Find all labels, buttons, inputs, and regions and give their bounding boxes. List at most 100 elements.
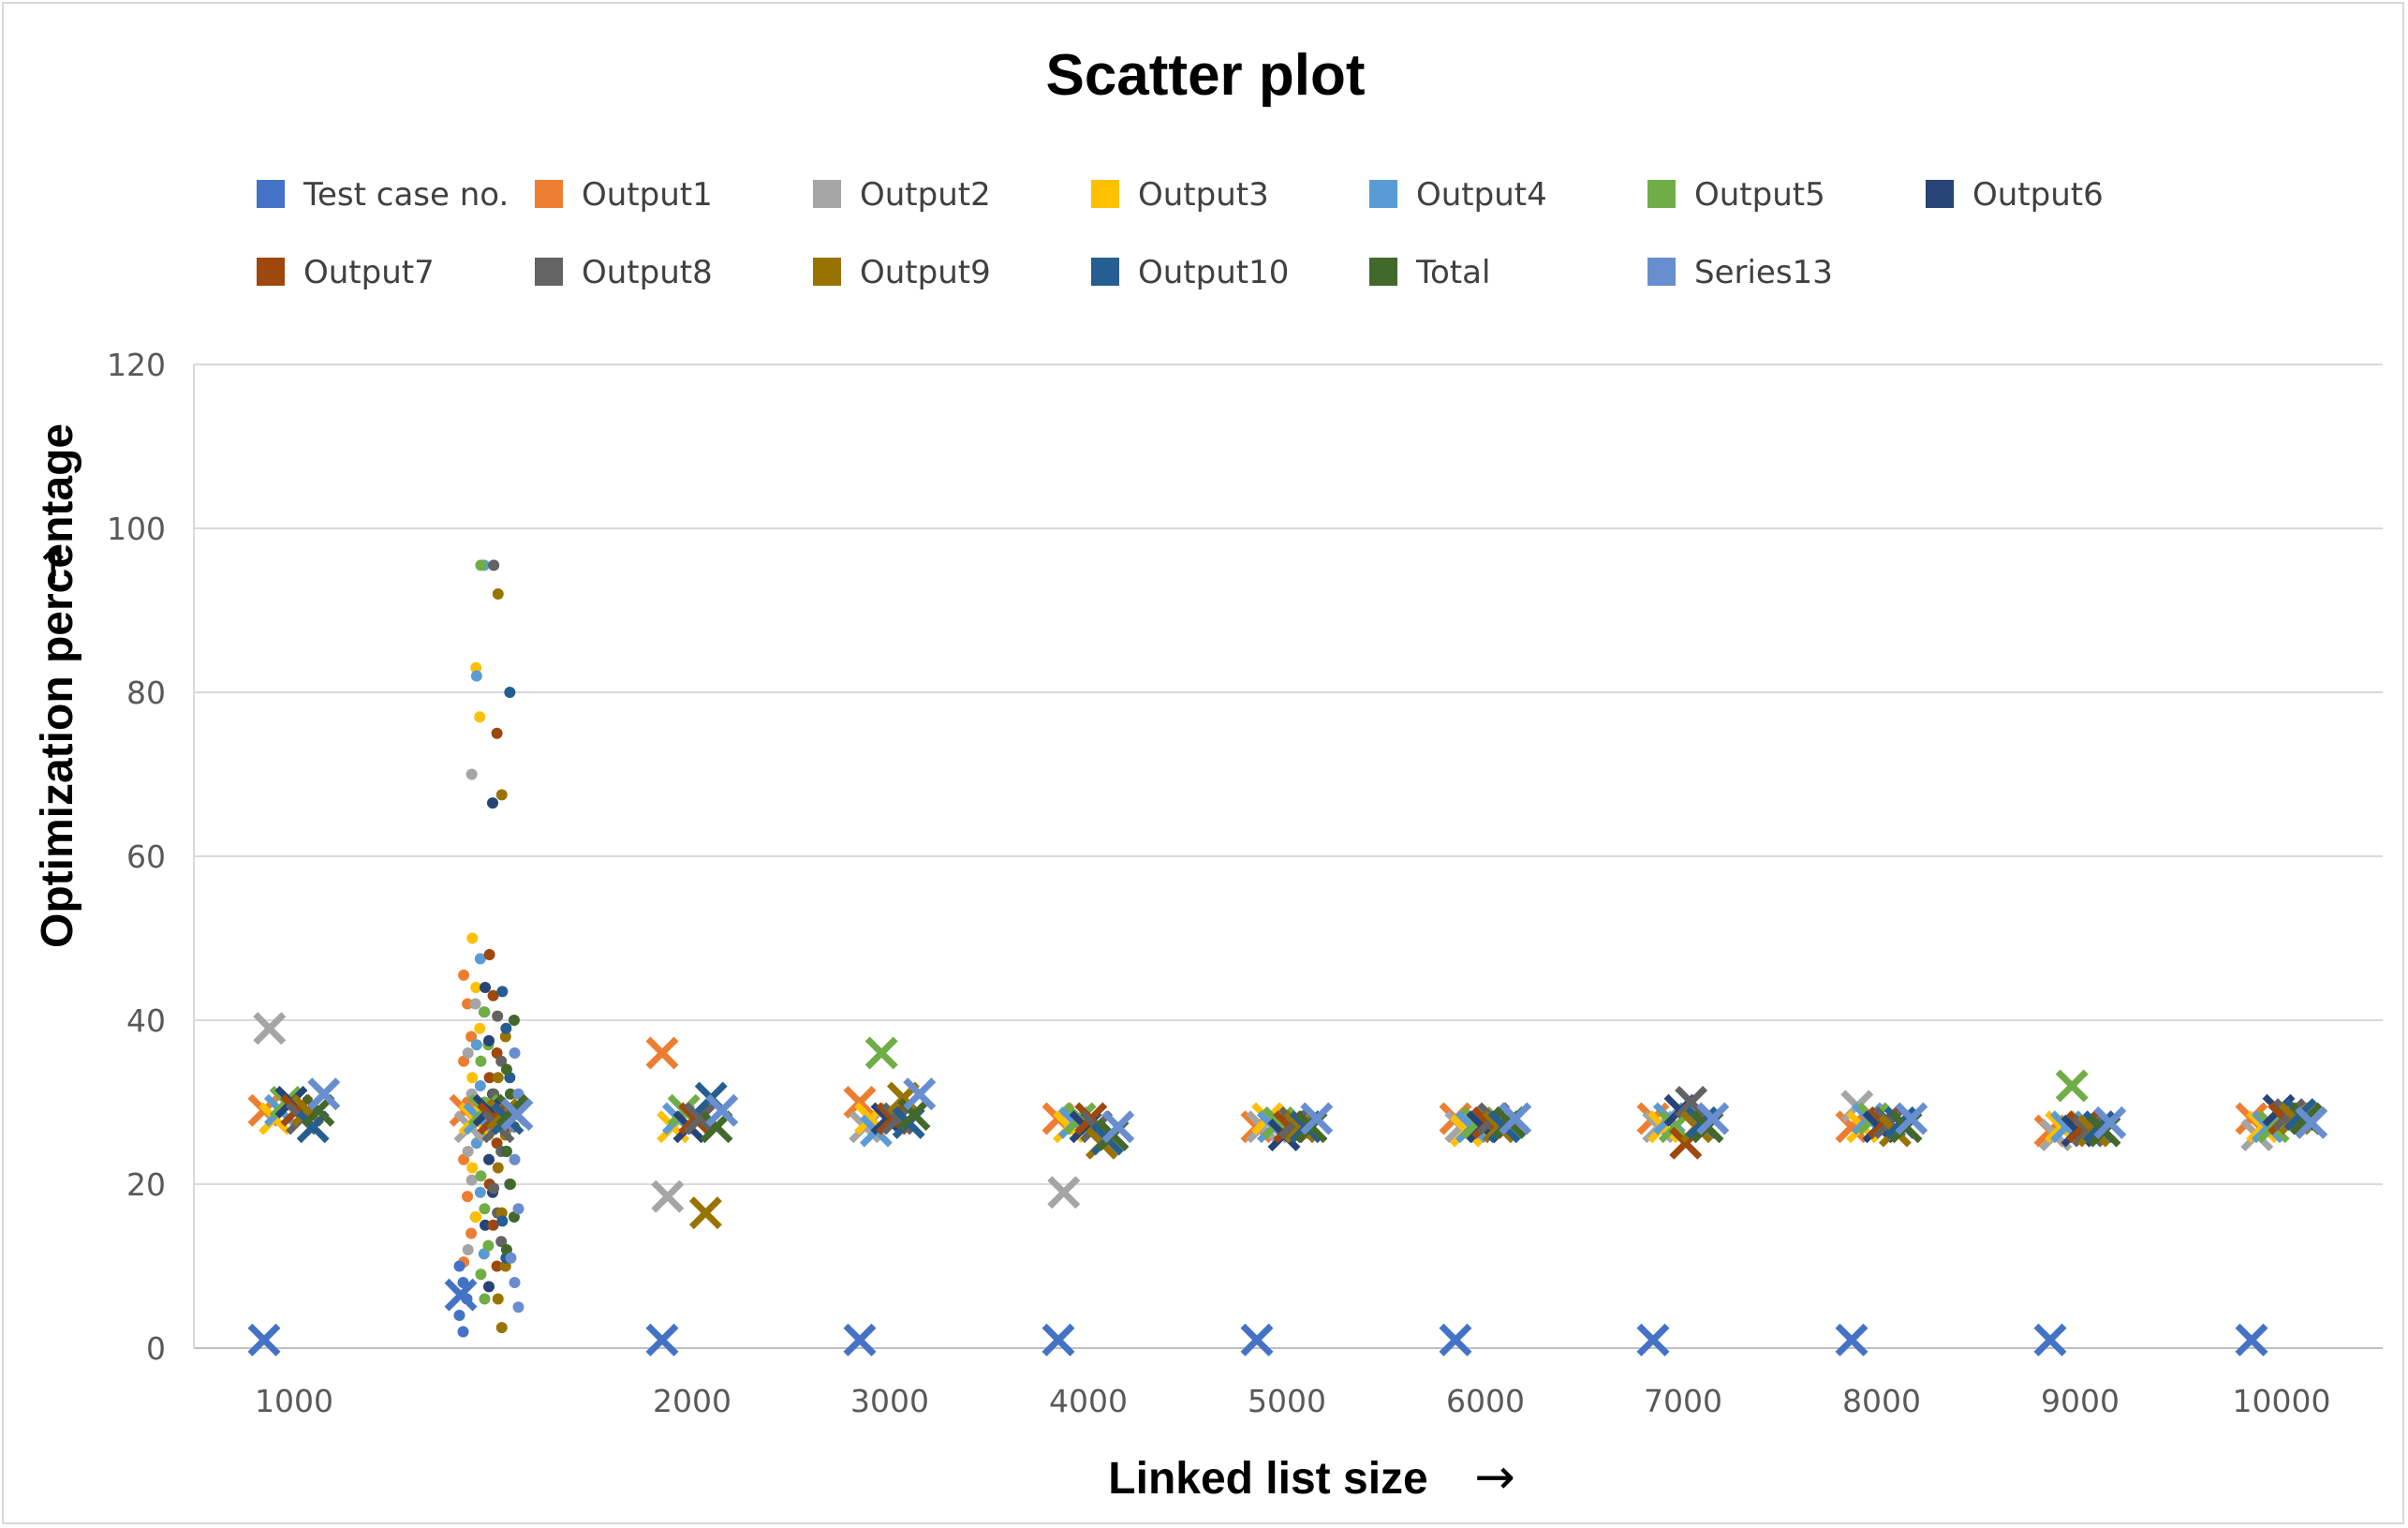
data-point: [487, 797, 498, 809]
data-point: [462, 1191, 474, 1203]
legend-swatch: [1926, 180, 1954, 208]
data-point: [480, 1219, 491, 1231]
x-tick-label: 4000: [1049, 1383, 1128, 1419]
data-point: [903, 1077, 937, 1111]
data-point: [1835, 1323, 1869, 1357]
data-point: [1101, 1110, 1135, 1144]
legend-swatch: [1369, 180, 1397, 208]
data-point: [491, 1260, 503, 1272]
data-point: [1895, 1102, 1928, 1135]
data-point: [492, 588, 504, 600]
legend-label: Output7: [303, 254, 435, 291]
x-axis-tick-labels: 1000 2000 3000 4000 5000 6000 7000 8000 9000 1000…: [255, 1383, 2330, 1419]
gridlines: [193, 363, 2383, 1349]
data-point: [504, 1179, 516, 1190]
data-point: [500, 1063, 512, 1076]
data-point: [495, 1207, 508, 1219]
data-point: [1047, 1176, 1081, 1209]
x-tick-label: 6000: [1446, 1383, 1525, 1419]
legend-item: Output3: [1091, 176, 1269, 214]
x-tick-label: 3000: [850, 1383, 929, 1419]
legend-label: Test case no.: [303, 176, 509, 214]
data-point: [499, 1260, 511, 1272]
data-point: [475, 1055, 487, 1067]
legend-swatch: [1091, 180, 1119, 208]
data-point: [462, 1146, 474, 1157]
legend: Test case no. Output1 Output2 Output3 Output…: [257, 176, 2104, 291]
data-point: [465, 1227, 478, 1239]
data-point: [500, 1098, 534, 1132]
legend-label: Output4: [1416, 176, 1547, 214]
data-point: [499, 1031, 511, 1043]
data-point: [495, 1055, 508, 1067]
data-point: [512, 1088, 524, 1100]
x-tick-label: 10000: [2233, 1383, 2331, 1419]
data-point: [466, 1072, 479, 1084]
y-tick-label: 40: [126, 1002, 166, 1039]
data-point: [1439, 1323, 1472, 1357]
data-point: [483, 949, 495, 960]
data-point: [500, 1022, 512, 1034]
legend-label: Output5: [1694, 176, 1825, 214]
data-point: [645, 1036, 679, 1070]
data-point: [492, 1162, 504, 1174]
data-point: [2033, 1323, 2067, 1357]
legend-swatch: [257, 258, 285, 286]
data-point: [482, 1239, 495, 1252]
legend-swatch: [1647, 180, 1676, 208]
data-point: [512, 1203, 524, 1215]
legend-item: Output4: [1369, 176, 1547, 214]
legend-item: Output1: [535, 176, 713, 214]
data-point: [488, 1182, 500, 1194]
y-tick-label: 0: [146, 1330, 166, 1367]
data-point: [684, 1102, 717, 1135]
data-point: [2055, 1069, 2089, 1103]
legend-item: Output10: [1091, 254, 1289, 291]
data-point: [475, 1268, 487, 1281]
x-tick-label: 2000: [653, 1383, 731, 1419]
data-point: [474, 711, 486, 723]
data-point: [444, 1278, 478, 1312]
y-axis-tick-labels: 0 20 40 60 80 100 120: [107, 347, 166, 1367]
legend-swatch: [1091, 258, 1119, 286]
legend-item: Output7: [257, 254, 435, 291]
data-point: [462, 1047, 474, 1059]
legend-swatch: [535, 180, 563, 208]
data-point: [470, 670, 482, 682]
y-tick-label: 120: [107, 347, 166, 383]
data-point: [470, 661, 482, 674]
data-point: [492, 1072, 504, 1084]
x-tick-label: 7000: [1644, 1383, 1722, 1419]
data-point: [462, 998, 474, 1010]
data-point: [509, 1277, 521, 1288]
data-point: [512, 1301, 524, 1313]
data-point: [1283, 1110, 1317, 1144]
data-point: [495, 789, 508, 801]
data-point: [487, 989, 499, 1001]
data-point: [470, 1039, 482, 1051]
data-point: [453, 1310, 465, 1321]
data-point: [495, 1236, 508, 1248]
data-point: [483, 1034, 495, 1046]
y-axis-title: Optimization percentage: [33, 423, 82, 948]
data-point: [1499, 1102, 1532, 1135]
legend-label: Series13: [1694, 254, 1833, 291]
legend-label: Output6: [1972, 176, 2104, 214]
data-point: [253, 1012, 287, 1046]
data-point: [496, 986, 509, 998]
data-point: [479, 1006, 491, 1018]
data-point: [509, 1047, 521, 1059]
data-point: [475, 559, 487, 571]
data-point: [474, 1080, 486, 1091]
data-point: [505, 1252, 517, 1264]
x-axis-title: Linked list size: [1108, 1454, 1427, 1504]
data-point: [864, 1036, 898, 1070]
data-point: [1636, 1323, 1670, 1357]
legend-item: Output5: [1647, 176, 1825, 214]
data-point: [2295, 1105, 2328, 1139]
data-point: [1696, 1102, 1730, 1135]
data-point: [462, 1244, 474, 1255]
data-point: [705, 1093, 739, 1127]
data-point: [475, 1170, 487, 1182]
